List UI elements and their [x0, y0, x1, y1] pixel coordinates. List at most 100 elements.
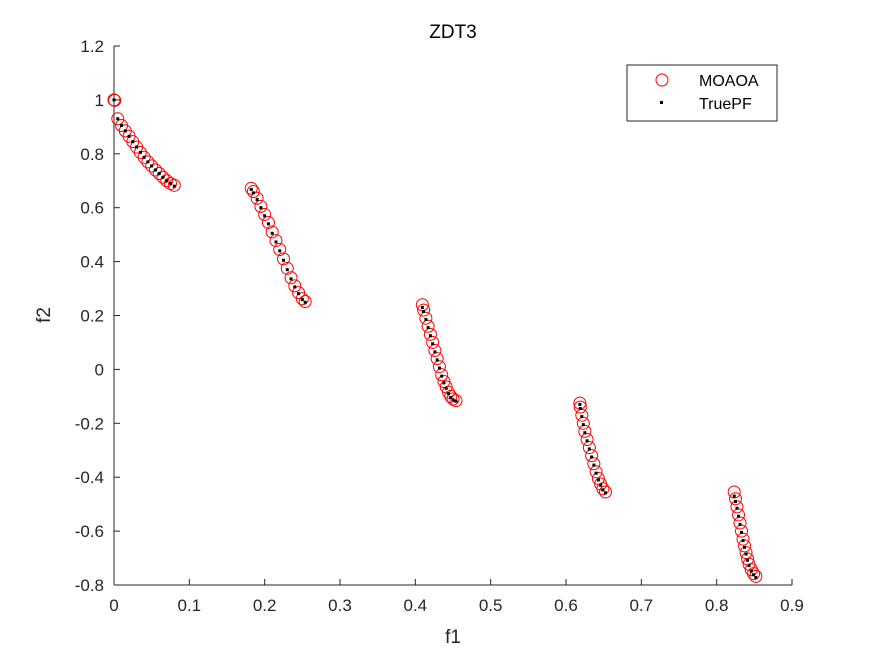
- moaoa-point: [727, 485, 741, 499]
- moaoa-point: [432, 360, 446, 374]
- truepf-point: [431, 342, 435, 346]
- legend-label-truepf: TruePF: [699, 96, 752, 113]
- y-tick-label: 0.4: [80, 253, 104, 272]
- truepf-point: [740, 530, 744, 534]
- truepf-point: [157, 171, 161, 175]
- moaoa-point: [137, 150, 151, 164]
- truepf-point: [426, 326, 430, 330]
- moaoa-point: [419, 311, 433, 325]
- moaoa-point: [277, 252, 290, 266]
- x-ticks: 0 0.1 0.2 0.3 0.4 0.5 0.6 0.7 0.8 0.9: [109, 579, 804, 615]
- y-tick-label: -0.6: [75, 522, 104, 541]
- y-axis-title: f2: [34, 307, 55, 323]
- series-truepf: [112, 98, 758, 579]
- truepf-point: [433, 350, 437, 354]
- legend-marker-moaoa: [655, 73, 669, 87]
- truepf-point: [737, 514, 741, 518]
- truepf-point: [150, 164, 154, 168]
- moaoa-point: [417, 303, 431, 317]
- truepf-point: [131, 140, 135, 144]
- legend-marker-truepf: [660, 101, 663, 104]
- x-tick-label: 0.1: [178, 596, 202, 615]
- truepf-point: [747, 564, 751, 568]
- truepf-point: [127, 134, 131, 138]
- moaoa-point: [587, 457, 601, 471]
- moaoa-point: [580, 432, 594, 446]
- truepf-point: [596, 478, 600, 482]
- moaoa-point: [258, 207, 272, 221]
- legend-label-moaoa: MOAOA: [699, 73, 759, 90]
- moaoa-point: [733, 516, 747, 530]
- legend-box: [626, 64, 778, 122]
- moaoa-point: [111, 112, 125, 126]
- truepf-point: [282, 258, 285, 262]
- truepf-point: [732, 494, 736, 498]
- truepf-point: [142, 155, 146, 159]
- moaoa-point: [269, 234, 283, 248]
- truepf-point: [741, 539, 745, 543]
- moaoa-point: [250, 191, 264, 205]
- truepf-point: [601, 488, 605, 492]
- x-tick-label: 0.9: [780, 596, 804, 615]
- moaoa-point: [167, 178, 181, 192]
- moaoa-point: [738, 539, 752, 553]
- truepf-point: [435, 358, 439, 362]
- moaoa-point: [261, 216, 275, 230]
- truepf-point: [585, 439, 589, 443]
- truepf-point: [161, 175, 165, 179]
- y-tick-label: -0.8: [75, 576, 104, 595]
- moaoa-point: [589, 465, 603, 479]
- moaoa-point: [576, 416, 590, 430]
- truepf-point: [263, 214, 267, 218]
- truepf-point: [116, 117, 120, 121]
- truepf-point: [594, 471, 598, 475]
- moaoa-point: [732, 508, 746, 522]
- x-tick-label: 0.7: [630, 596, 654, 615]
- truepf-point: [583, 431, 587, 435]
- truepf-point: [754, 575, 758, 579]
- truepf-point: [251, 191, 255, 195]
- truepf-point: [437, 366, 441, 370]
- truepf-point: [734, 499, 737, 503]
- moaoa-point: [254, 199, 268, 213]
- x-tick-label: 0.8: [705, 596, 729, 615]
- truepf-point: [749, 569, 753, 573]
- truepf-point: [581, 423, 585, 427]
- y-tick-label: 1.2: [80, 37, 104, 56]
- truepf-point: [587, 447, 591, 451]
- truepf-point: [580, 415, 584, 419]
- truepf-point: [255, 198, 259, 202]
- moaoa-point: [575, 408, 589, 422]
- moaoa-point: [284, 271, 298, 285]
- truepf-point: [169, 181, 172, 185]
- moaoa-point: [430, 352, 444, 366]
- moaoa-point: [729, 492, 742, 506]
- truepf-point: [592, 463, 596, 467]
- truepf-point: [289, 277, 293, 281]
- moaoa-point: [246, 185, 260, 199]
- truepf-point: [266, 222, 270, 226]
- truepf-point: [422, 309, 426, 313]
- moaoa-point: [280, 261, 294, 275]
- truepf-point: [578, 406, 582, 410]
- truepf-point: [153, 168, 157, 172]
- x-tick-label: 0.4: [404, 596, 428, 615]
- axes: [113, 46, 792, 586]
- moaoa-point: [596, 482, 610, 496]
- truepf-point: [249, 187, 253, 191]
- moaoa-point: [730, 500, 744, 514]
- legend: MOAOA TruePF: [626, 64, 778, 122]
- truepf-point: [112, 98, 116, 102]
- truepf-point: [424, 318, 428, 322]
- truepf-point: [440, 374, 444, 378]
- truepf-point: [278, 249, 282, 253]
- moaoa-point: [288, 279, 302, 293]
- x-tick-label: 0.2: [253, 596, 277, 615]
- truepf-point: [578, 402, 582, 406]
- moaoa-point: [423, 327, 437, 341]
- moaoa-point: [152, 166, 166, 180]
- moaoa-point: [133, 145, 147, 159]
- series-moaoa: [107, 93, 763, 583]
- truepf-point: [146, 160, 150, 164]
